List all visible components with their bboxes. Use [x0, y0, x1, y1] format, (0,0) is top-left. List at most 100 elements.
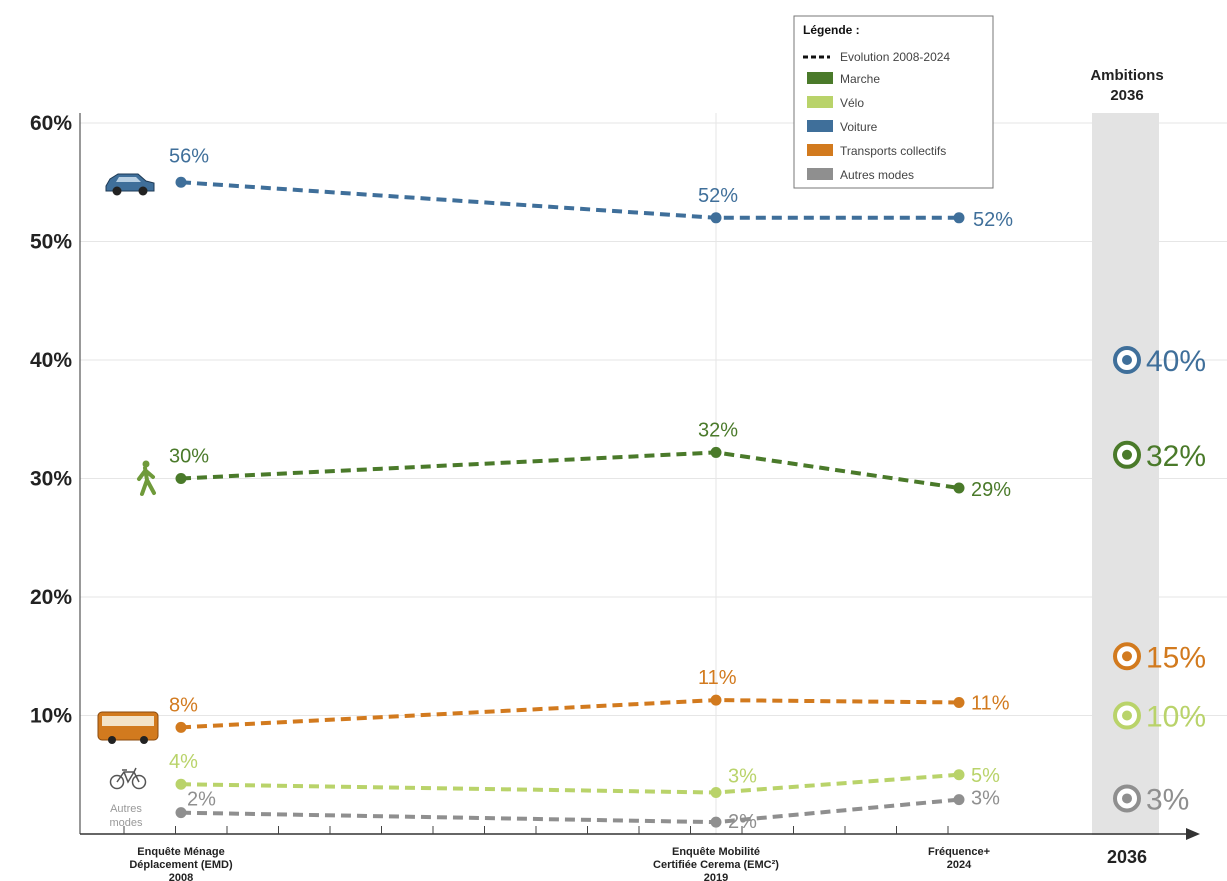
voiture-ambition-label: 40% [1146, 345, 1206, 378]
walker-head [142, 460, 150, 468]
other-modes-line1: Autres [110, 803, 142, 815]
marche-ambition-dot [1122, 449, 1132, 460]
series-voiture: 56% 52% 52% [169, 145, 1013, 231]
ambition-voiture: 40% [1113, 345, 1206, 378]
bike-wheel [131, 774, 147, 790]
x-label-line1: Enquête Mobilité [672, 846, 760, 858]
ambition-velo: 10% [1113, 701, 1206, 734]
legend-item-label: Transports collectifs [840, 144, 946, 158]
bus-wheel [140, 736, 148, 744]
legend-swatch [807, 72, 833, 84]
legend-swatch [807, 144, 833, 156]
marche-ambition-label: 32% [1146, 440, 1206, 473]
ambition-year-label: 2036 [1107, 847, 1147, 867]
tc-line [180, 698, 960, 730]
autres-point [953, 794, 965, 806]
legend-title: Légende : [803, 23, 860, 37]
autres-value-label: 3% [971, 788, 1000, 810]
y-tick-label: 20% [30, 586, 72, 609]
velo-point [953, 769, 965, 781]
x-axis-arrow [1186, 828, 1200, 840]
legend-item-label: Vélo [840, 96, 864, 110]
legend-item-label: Autres modes [840, 168, 914, 182]
velo-point [175, 778, 187, 790]
bus-icon [97, 711, 159, 744]
velo-ambition-label: 10% [1146, 701, 1206, 734]
tc-value-label: 11% [971, 692, 1010, 714]
series-autres: 2% 2% 3% [175, 788, 1000, 833]
velo-point [710, 787, 722, 799]
x-label-line2: Déplacement (EMD) [129, 859, 233, 871]
voiture-ambition-dot [1122, 355, 1132, 365]
other-modes-line2: modes [109, 817, 143, 829]
series-velo: 4% 3% 5% [169, 751, 1000, 799]
marche-line [180, 450, 960, 490]
autres-value-label: 2% [187, 789, 216, 811]
x-label-line1: Fréquence+ [928, 846, 990, 858]
grid [80, 113, 1227, 834]
voiture-value-label: 52% [973, 209, 1013, 231]
x-label-line1: Enquête Ménage [137, 846, 224, 858]
bus-wheel [108, 736, 116, 744]
ambition-autres: 3% [1113, 783, 1189, 816]
marche-value-label: 29% [971, 479, 1011, 501]
ambition-marche: 32% [1113, 440, 1206, 473]
y-tick-label: 10% [30, 705, 72, 728]
marche-value-label: 30% [169, 446, 209, 468]
autres-point [710, 816, 722, 828]
car-wheel [112, 186, 122, 196]
ambitions-title: Ambitions [1090, 67, 1163, 84]
autres-point [175, 807, 187, 819]
voiture-point [175, 176, 187, 188]
ambitions-header: Ambitions 2036 [1090, 67, 1163, 104]
mode-icons: Autres modes [97, 173, 159, 829]
series-marche: 30% 32% 29% [169, 419, 1011, 501]
autres-value-label: 2% [728, 811, 757, 833]
y-tick-label: 60% [30, 112, 72, 135]
legend: Légende : Evolution 2008-2024 Marche Vélo Vo… [793, 15, 994, 189]
velo-line [180, 772, 960, 795]
marche-point [710, 446, 722, 458]
walker-icon [137, 460, 156, 496]
series-layer: 56%52%52%30%32%29%8%11%11%4%3% 5%2%2%3% [169, 145, 1013, 833]
autres-ambition-dot [1122, 793, 1132, 804]
bike-frame [116, 767, 140, 784]
legend-item-label: Voiture [840, 120, 878, 134]
y-tick-label: 40% [30, 349, 72, 372]
y-tick-label: 50% [30, 231, 72, 254]
tc-point [175, 721, 187, 733]
voiture-value-label: 56% [169, 145, 209, 167]
ambitions-year: 2036 [1110, 87, 1143, 104]
bike-wheel [109, 774, 125, 790]
voiture-value-label: 52% [698, 185, 738, 207]
legend-dash-label: Evolution 2008-2024 [840, 50, 950, 64]
marche-value-label: 32% [698, 419, 738, 441]
x-category-label: Fréquence+2024 [928, 846, 990, 871]
legend-swatch [807, 120, 833, 132]
autres-ambition-label: 3% [1146, 783, 1189, 816]
y-tick-label: 30% [30, 468, 72, 491]
legend-swatch [807, 96, 833, 108]
tc-ambition-dot [1122, 651, 1132, 662]
y-ticks: 10% 20% 30% 40% 50% 60% [30, 112, 72, 728]
bus-windows [102, 716, 154, 726]
tc-point [953, 696, 965, 708]
autres-line [180, 797, 960, 825]
ambition-tc: 15% [1113, 641, 1206, 674]
ambitions-layer: 40% 32% 15% 10% 3% [1113, 345, 1206, 816]
car-body [105, 173, 155, 192]
series-tc: 8% 11% 11% [169, 667, 1010, 733]
x-label-line3: 2008 [169, 872, 193, 881]
tc-value-label: 8% [169, 694, 198, 716]
x-label-line2: Certifiée Cerema (EMC²) [653, 859, 779, 871]
tc-ambition-label: 15% [1146, 641, 1206, 674]
voiture-point [953, 212, 965, 224]
tc-point [710, 694, 722, 706]
velo-value-label: 3% [728, 766, 757, 788]
velo-value-label: 4% [169, 751, 198, 773]
velo-value-label: 5% [971, 765, 1000, 787]
velo-ambition-dot [1122, 710, 1132, 721]
